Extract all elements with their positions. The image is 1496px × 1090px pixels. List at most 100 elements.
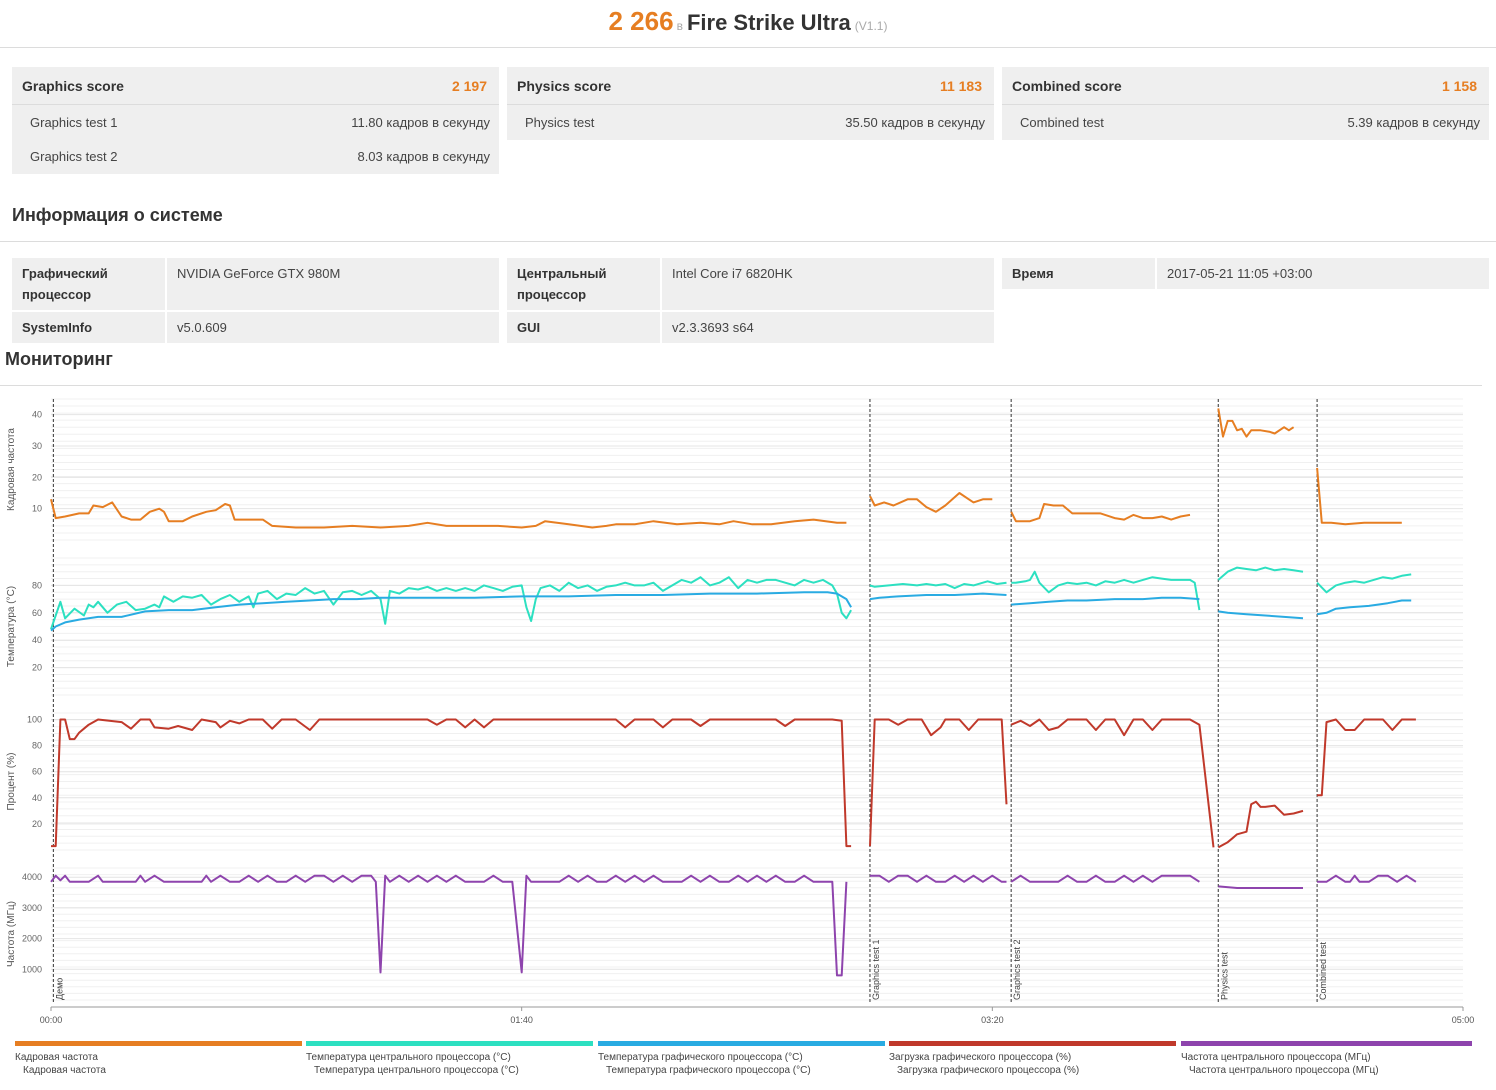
series-line	[1218, 610, 1304, 620]
sysinfo-row: SystemInfo v5.0.609	[12, 312, 499, 343]
series-line	[869, 592, 1007, 601]
legend-item-cpu-freq[interactable]: Частота центрального процессора (МГц) Ча…	[1181, 1041, 1472, 1076]
series-line	[869, 580, 1007, 590]
y-axis-label: Температура (°C)	[6, 586, 17, 667]
y-axis-label: Кадровая частота	[6, 428, 17, 511]
legend-item-gpu-temp[interactable]: Температура графического процессора (°C)…	[598, 1041, 885, 1076]
graphics-score-header: Graphics score 2 197	[12, 67, 499, 105]
system-info-table-left: Графический процессор NVIDIA GeForce GTX…	[12, 256, 499, 345]
graphics-test-2-label: Graphics test 2	[30, 148, 118, 164]
x-tick-label: 01:40	[510, 1015, 533, 1025]
legend-cpu-freq-sublabel: Частота центрального процессора (МГц)	[1189, 1065, 1379, 1076]
graphics-test-1-value: 11.80 кадров в секунду	[351, 114, 490, 130]
legend-cpu-temp-swatch	[306, 1041, 593, 1046]
header-title: 2 266 в Fire Strike Ultra (V1.1)	[0, 6, 1496, 37]
legend-cpu-freq-swatch	[1181, 1041, 1472, 1046]
overall-score: 2 266	[608, 6, 674, 36]
series-line	[870, 874, 1007, 883]
series-line	[50, 499, 847, 529]
series-line	[1317, 874, 1417, 883]
graphics-score-box: Graphics score 2 197 Graphics test 1 11.…	[12, 67, 499, 174]
series-line	[1316, 467, 1402, 526]
y-tick-label: 1000	[22, 964, 42, 974]
legend-item-fps[interactable]: Кадровая частота Кадровая частота	[15, 1041, 302, 1076]
time-value: 2017-05-21 11:05 +03:00	[1155, 258, 1489, 289]
combined-score-header: Combined score 1 158	[1002, 67, 1489, 105]
graphics-test-1-row: Graphics test 1 11.80 кадров в секунду	[12, 105, 499, 139]
test-name: Fire Strike Ultra	[686, 10, 851, 35]
combined-score-box: Combined score 1 158 Combined test 5.39 …	[1002, 67, 1489, 140]
combined-score-value: 1 158	[1441, 77, 1477, 94]
x-tick-label: 05:00	[1452, 1015, 1475, 1025]
y-tick-label: 4000	[22, 872, 42, 882]
legend-gpu-temp-sublabel: Температура графического процессора (°C)	[606, 1065, 811, 1076]
system-info-table-middle: Центральный процессор Intel Core i7 6820…	[507, 256, 994, 345]
series-line	[1316, 599, 1412, 616]
y-tick-label: 30	[32, 441, 42, 451]
series-line	[50, 874, 848, 977]
phase-marker-label: Graphics test 1	[871, 939, 881, 1000]
graphics-score-value: 2 197	[451, 77, 487, 94]
monitoring-divider	[0, 385, 1482, 386]
legend-gpu-load-swatch	[889, 1041, 1176, 1046]
legend-item-cpu-temp[interactable]: Температура центрального процессора (°C)…	[306, 1041, 593, 1076]
y-tick-label: 10	[32, 504, 42, 514]
y-tick-label: 80	[32, 580, 42, 590]
series-line	[1011, 570, 1201, 611]
legend-item-gpu-load[interactable]: Загрузка графического процессора (%) Заг…	[889, 1041, 1176, 1076]
sysinfo-label: SystemInfo	[12, 312, 165, 343]
cpu-row: Центральный процессор Intel Core i7 6820…	[507, 258, 994, 310]
physics-test-value: 35.50 кадров в секунду	[845, 114, 985, 130]
phase-marker-label: Демо	[54, 978, 64, 1000]
gpu-label: Графический процессор	[12, 258, 165, 310]
physics-score-value: 11 183	[939, 77, 982, 94]
series-line	[51, 718, 852, 848]
test-version: (V1.1)	[854, 19, 888, 33]
phase-marker-label: Physics test	[1219, 951, 1229, 1000]
y-tick-label: 2000	[22, 934, 42, 944]
gui-label: GUI	[507, 312, 660, 343]
gui-value: v2.3.3693 s64	[660, 312, 994, 343]
physics-score-box: Physics score 11 183 Physics test 35.50 …	[507, 67, 994, 140]
legend-gpu-temp-swatch	[598, 1041, 885, 1046]
series-line	[1317, 718, 1416, 797]
y-axis-label: Процент (%)	[6, 753, 17, 811]
physics-test-label: Physics test	[525, 114, 595, 130]
cpu-value: Intel Core i7 6820HK	[660, 258, 994, 310]
legend-gpu-load-sublabel: Загрузка графического процессора (%)	[897, 1065, 1080, 1076]
legend-cpu-temp-label: Температура центрального процессора (°C)	[306, 1052, 511, 1063]
series-line	[1011, 596, 1200, 606]
graphics-test-2-row: Graphics test 2 8.03 кадров в секунду	[12, 139, 499, 173]
time-row: Время 2017-05-21 11:05 +03:00	[1002, 258, 1489, 289]
series-line	[1217, 800, 1304, 849]
series-line	[869, 718, 1008, 847]
series-line	[50, 576, 852, 630]
y-tick-label: 60	[32, 608, 42, 618]
series-line	[50, 591, 852, 632]
series-line	[1316, 573, 1412, 594]
series-line	[1010, 718, 1215, 848]
graphics-test-2-value: 8.03 кадров в секунду	[357, 148, 490, 164]
combined-score-title: Combined score	[1012, 77, 1122, 94]
legend-fps-label: Кадровая частота	[15, 1052, 98, 1063]
legend-gpu-temp-label: Температура графического процессора (°C)	[598, 1052, 803, 1063]
page-header: 2 266 в Fire Strike Ultra (V1.1)	[0, 0, 1496, 48]
series-line	[1218, 885, 1303, 889]
series-line	[869, 492, 993, 513]
system-info-table-right: Время 2017-05-21 11:05 +03:00	[1002, 256, 1489, 291]
system-info-title: Информация о системе	[12, 205, 223, 225]
sysinfo-value: v5.0.609	[165, 312, 499, 343]
legend-fps-sublabel: Кадровая частота	[23, 1065, 106, 1076]
gpu-row: Графический процессор NVIDIA GeForce GTX…	[12, 258, 499, 310]
graphics-score-title: Graphics score	[22, 77, 124, 94]
series-line	[1217, 408, 1295, 438]
series-line	[1010, 874, 1200, 883]
legend-cpu-freq-label: Частота центрального процессора (МГц)	[1181, 1052, 1371, 1063]
physics-test-row: Physics test 35.50 кадров в секунду	[507, 105, 994, 139]
gpu-value: NVIDIA GeForce GTX 980M	[165, 258, 499, 310]
x-tick-label: 00:00	[40, 1015, 63, 1025]
y-tick-label: 60	[32, 767, 42, 777]
system-info-divider	[0, 241, 1496, 242]
y-tick-label: 40	[32, 793, 42, 803]
time-label: Время	[1002, 258, 1155, 289]
